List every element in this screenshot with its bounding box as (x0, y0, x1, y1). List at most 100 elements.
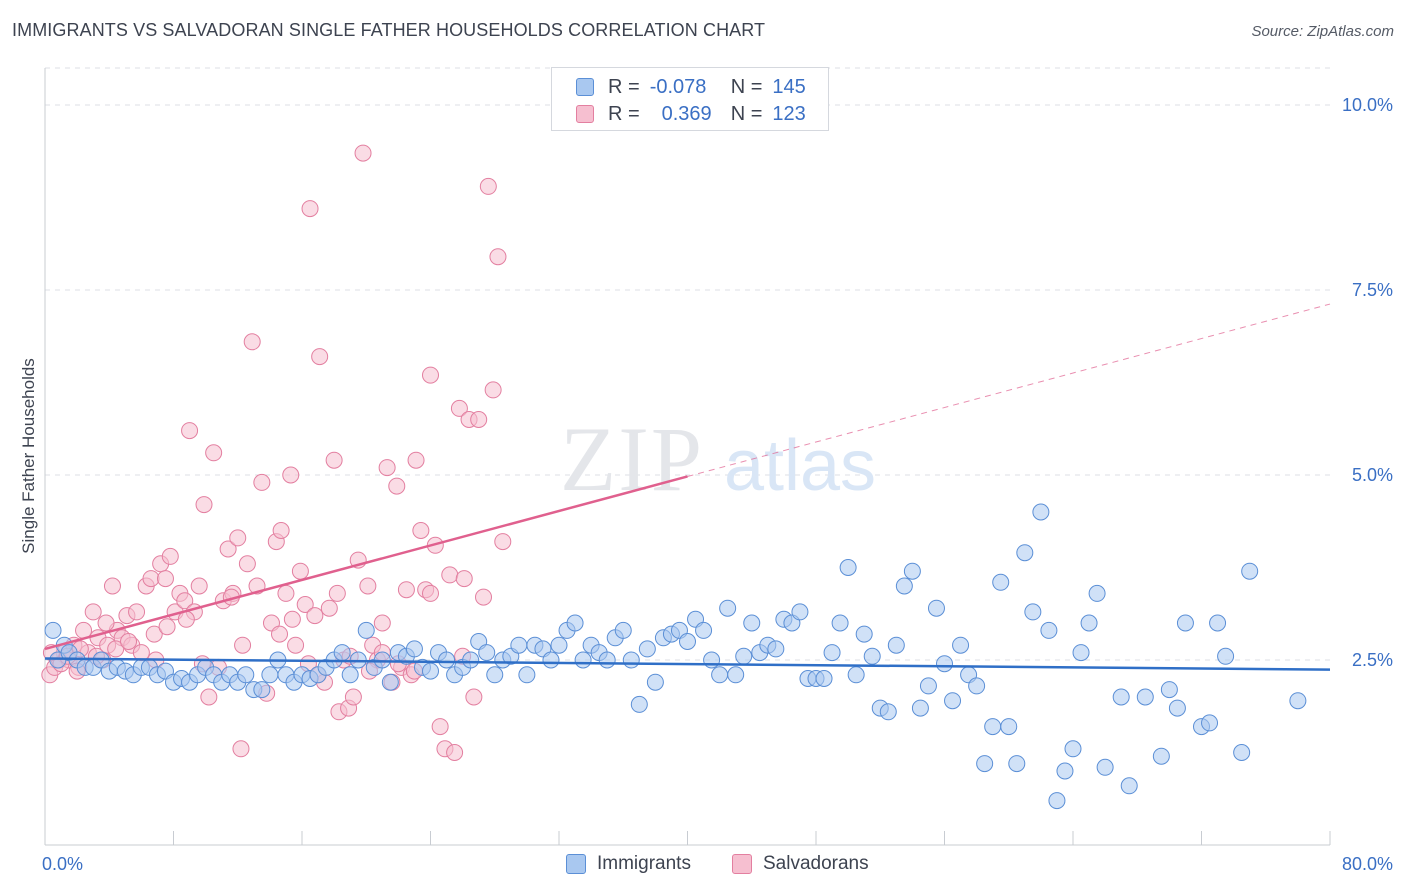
immigrants-point (622, 651, 640, 669)
y-tick-label: 10.0% (1342, 95, 1393, 115)
legend-r-label: R = (608, 102, 640, 125)
immigrants-point (478, 644, 496, 662)
salvadorans-point (378, 459, 396, 477)
legend-r-value-immigrants: -0.078 (649, 75, 707, 98)
immigrants-point (855, 625, 873, 643)
immigrants-point (927, 599, 945, 617)
y-axis-label: Single Father Households (19, 358, 38, 554)
immigrants-point (1096, 758, 1114, 776)
immigrants-point (1217, 647, 1235, 665)
legend-n-value-immigrants: 145 (772, 75, 806, 98)
watermark-zip: ZIP (560, 408, 704, 510)
immigrants-point (422, 662, 439, 680)
salvadorans-point (475, 588, 493, 606)
salvadorans-point (277, 584, 295, 602)
immigrants-point (1080, 614, 1098, 632)
immigrants-point (815, 670, 833, 687)
salvadorans-point (161, 547, 179, 565)
legend-row-immigrants: R = -0.078 N = 145 (576, 74, 806, 100)
salvadorans-point (306, 607, 324, 625)
immigrants-point (333, 644, 351, 662)
salvadorans-point (103, 577, 121, 595)
immigrants-point (405, 640, 423, 658)
immigrants-point (1040, 621, 1058, 639)
immigrants-point (1032, 503, 1050, 521)
immigrants-point (847, 666, 865, 684)
salvadorans-point (412, 522, 430, 539)
salvadorans-trend-extension (687, 303, 1331, 477)
legend-row-salvadorans: R = 0.369 N = 123 (576, 101, 806, 127)
immigrants-point (261, 666, 279, 684)
immigrants-point (1072, 644, 1090, 662)
immigrants-point (486, 666, 504, 684)
salvadorans-point (158, 618, 176, 636)
immigrants-point (1064, 740, 1082, 758)
salvadorans-point (311, 348, 329, 366)
salvadorans-point (219, 540, 237, 558)
immigrants-point (968, 677, 986, 695)
chart-title: IMMIGRANTS VS SALVADORAN SINGLE FATHER H… (12, 20, 766, 40)
immigrants-point (1112, 688, 1130, 706)
salvadorans-swatch (576, 105, 594, 123)
salvadorans-swatch (732, 854, 752, 874)
immigrants-point (879, 703, 897, 721)
salvadorans-point (234, 636, 252, 654)
immigrants-point (911, 699, 929, 717)
salvadorans-point (142, 570, 160, 588)
immigrants-point (976, 755, 994, 773)
salvadorans-points (41, 144, 512, 761)
immigrants-point (679, 633, 696, 650)
immigrants-point (1048, 792, 1066, 810)
immigrants-point (903, 562, 921, 580)
immigrants-point (839, 559, 857, 576)
immigrants-point (735, 647, 753, 665)
immigrants-point (574, 651, 592, 669)
salvadorans-point (107, 640, 125, 658)
salvadorans-point (205, 444, 223, 462)
immigrants-point (1120, 777, 1138, 795)
trend-lines (44, 303, 1331, 671)
immigrants-point (550, 636, 568, 654)
salvadorans-point (181, 422, 199, 440)
immigrants-swatch (576, 78, 594, 96)
immigrants-point (919, 677, 937, 695)
salvadorans-point (328, 584, 346, 602)
salvadorans-point (373, 614, 391, 632)
x-axis-ticks (44, 831, 1331, 845)
immigrants-point (646, 673, 664, 691)
salvadorans-point (465, 688, 483, 706)
immigrants-point (823, 644, 841, 662)
immigrants-point (767, 640, 785, 658)
immigrants-point (1168, 699, 1186, 717)
immigrants-point (1000, 718, 1018, 736)
immigrants-point (831, 614, 849, 632)
salvadorans-point (441, 566, 459, 584)
immigrants-trend-line (44, 657, 1331, 671)
legend-r-value-salvadorans: 0.369 (661, 102, 712, 125)
salvadorans-point (253, 473, 271, 491)
immigrants-point (357, 621, 375, 639)
salvadorans-point (325, 451, 343, 469)
salvadorans-point (282, 466, 300, 484)
immigrants-point (373, 651, 391, 669)
legend-n-value-salvadorans: 123 (772, 102, 806, 125)
immigrants-point (44, 621, 62, 639)
salvadorans-point (84, 603, 102, 621)
immigrants-point (630, 695, 648, 713)
salvadorans-point (388, 477, 406, 495)
salvadorans-point (271, 625, 289, 643)
bottom-legend-immigrants: Immigrants (566, 851, 691, 877)
immigrants-point (1024, 603, 1042, 621)
salvadorans-point (446, 744, 464, 761)
salvadorans-point (479, 177, 497, 195)
immigrants-point (598, 651, 616, 669)
salvadorans-point (283, 610, 301, 628)
immigrants-point (510, 636, 528, 654)
salvadorans-point (494, 533, 512, 551)
immigrants-point (887, 636, 905, 654)
bottom-legend-salvadorans-label: Salvadorans (763, 853, 869, 874)
immigrants-point (936, 655, 953, 673)
salvadorans-point (359, 577, 377, 595)
salvadorans-point (301, 200, 319, 218)
immigrants-point (695, 621, 713, 639)
